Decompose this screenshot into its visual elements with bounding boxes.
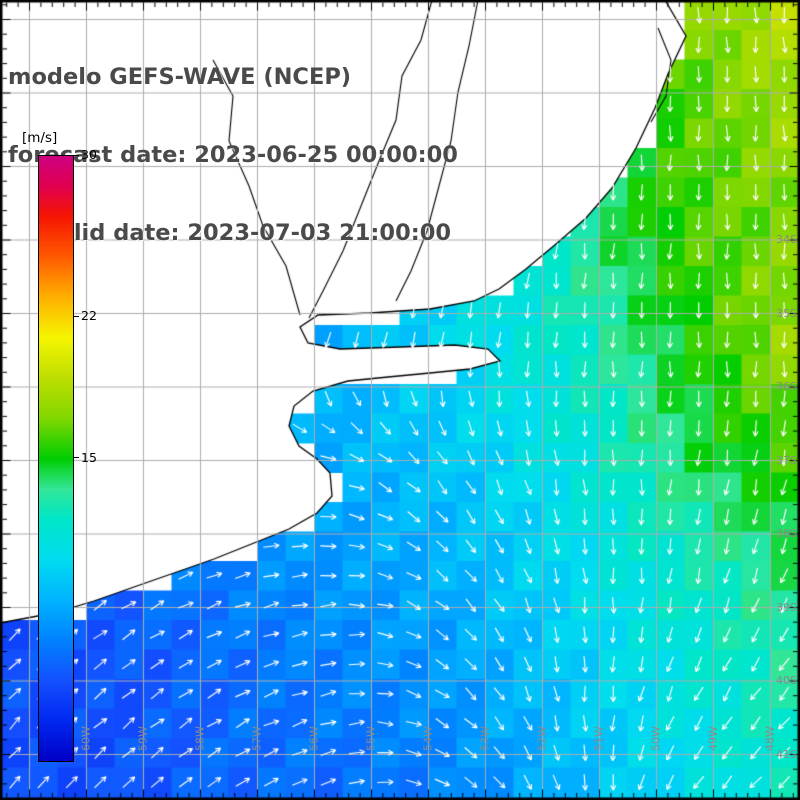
lon-tick-label: 50W [649,726,663,751]
valid-date-line: valid date: 2023-07-03 21:00:00 [44,220,452,246]
lat-tick-label: 35S [776,306,797,320]
colorbar-unit-label: [m/s] [22,130,58,146]
lon-tick-label: 54W [421,726,435,751]
lat-tick-label: 36S [776,380,797,393]
lon-tick-label: 52W [535,726,549,751]
lat-tick-label: 41S [776,747,797,761]
lon-tick-label: 49W [706,726,720,751]
colorbar-gradient [38,155,74,762]
lon-tick-label: 51W [592,726,606,751]
lat-tick-label: 38S [776,527,797,540]
lon-tick-label: 59W [136,726,150,751]
lon-tick-label: 48W [763,726,777,751]
colorbar-tick-mark [74,457,79,458]
lon-tick-label: 57W [250,726,264,751]
lat-tick-label: 37S [776,453,797,467]
lat-tick-label: 39S [776,600,797,614]
lon-tick-label: 56W [307,726,321,751]
colorbar-tick-label: 30 [81,147,97,162]
model-title: modelo GEFS-WAVE (NCEP) [8,64,352,90]
colorbar-tick-mark [74,154,79,156]
lon-tick-label: 58W [193,726,207,751]
lon-tick-label: 60W [79,726,93,751]
colorbar-tick-mark [74,315,79,317]
lat-tick-label: 34S [776,233,797,246]
colorbar-tick-label: 22 [81,308,97,324]
lat-tick-label: 40S [776,674,797,687]
lon-tick-label: 53W [478,726,492,751]
colorbar-tick-label: 15 [81,449,97,465]
lon-tick-label: 55W [364,726,378,751]
